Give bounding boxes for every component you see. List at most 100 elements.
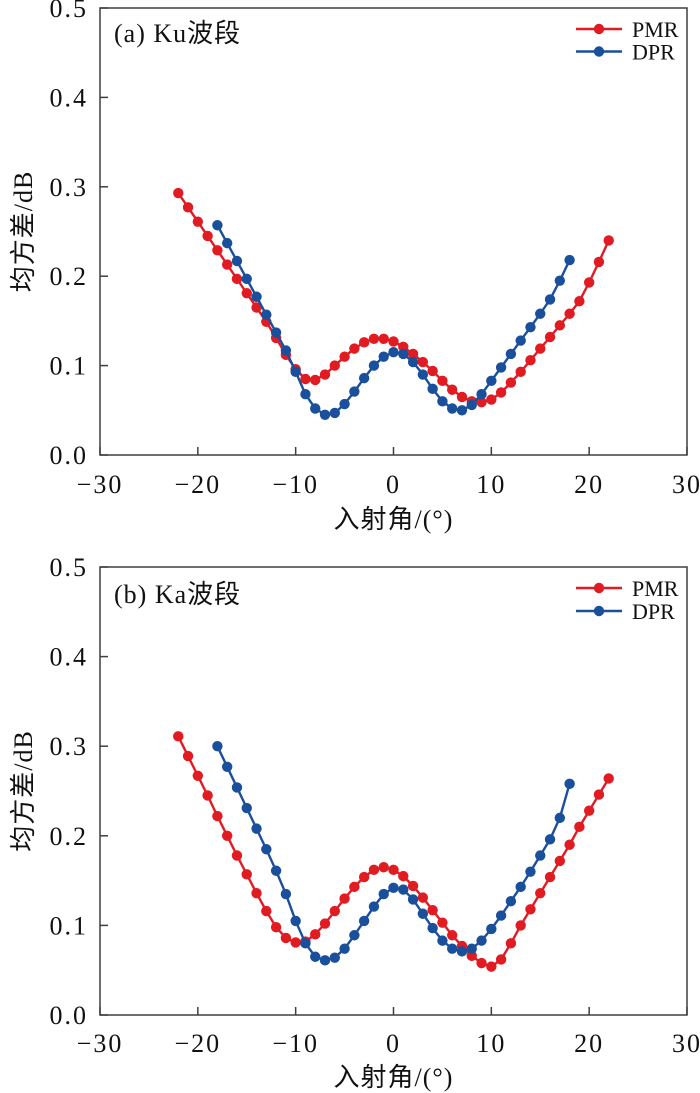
series-PMR-marker <box>544 871 556 883</box>
series-PMR-marker <box>417 356 429 368</box>
series-PMR-marker <box>221 259 233 270</box>
series-PMR-marker <box>476 397 487 408</box>
panel-a: −30 −20 −10 0 10 20 30 0.0 0.1 0.2 0.3 0.4 0.5 入射角/(°… <box>0 0 700 545</box>
series-DPR-marker <box>486 375 497 386</box>
series-PMR-marker <box>593 789 605 800</box>
series-PMR-marker <box>407 880 419 892</box>
series-DPR-marker <box>456 405 468 416</box>
series-DPR-marker <box>280 345 292 356</box>
series-PMR-marker <box>251 302 262 313</box>
series-PMR-marker <box>447 930 458 941</box>
legend-marker-DPR <box>593 46 605 57</box>
x-tick-label: 20 <box>574 470 604 499</box>
series-DPR-marker <box>270 865 282 876</box>
series-DPR-marker <box>261 309 272 320</box>
series-PMR-marker <box>300 373 311 385</box>
series-PMR-marker <box>564 308 575 319</box>
series-DPR-marker <box>407 894 419 905</box>
series-DPR-marker <box>398 348 409 360</box>
series-DPR-marker <box>456 946 468 957</box>
series-PMR-marker <box>339 893 350 904</box>
series-DPR-marker <box>564 254 575 266</box>
legend-marker-DPR <box>593 605 605 617</box>
series-PMR-marker <box>368 864 380 876</box>
series-DPR-marker <box>466 399 477 411</box>
series-DPR-marker <box>447 403 458 414</box>
series-DPR-marker <box>358 915 370 927</box>
series-DPR-marker <box>368 901 380 912</box>
series-PMR-marker <box>182 750 194 762</box>
series-PMR-marker <box>417 892 429 903</box>
x-tick-label: 10 <box>476 1029 506 1058</box>
y-tick-label: 0.2 <box>50 822 89 851</box>
x-axis-title: 入射角/(°) <box>334 1063 454 1092</box>
legend-label-DPR: DPR <box>632 40 675 65</box>
series-DPR-marker <box>515 881 526 893</box>
series-DPR-marker <box>310 403 321 414</box>
series-DPR-marker <box>251 291 262 302</box>
series-DPR-marker <box>486 923 497 935</box>
series-PMR-marker <box>388 864 399 876</box>
y-axis-title: 均方差/dB <box>9 171 38 293</box>
series-DPR-marker <box>251 823 262 834</box>
y-tick-label: 0.4 <box>50 83 89 112</box>
series-DPR-marker <box>221 761 233 773</box>
series-PMR-marker <box>583 805 595 816</box>
x-tick-label: −10 <box>272 470 319 499</box>
series-DPR-marker <box>515 335 526 346</box>
x-tick-label: 0 <box>386 470 401 499</box>
series-PMR-marker <box>212 245 223 256</box>
series-DPR-marker <box>261 844 272 855</box>
series-DPR-marker <box>349 930 360 941</box>
series-DPR-marker <box>231 782 243 793</box>
series-PMR-marker <box>583 277 595 288</box>
series-PMR-marker <box>202 230 213 242</box>
series-PMR-marker <box>603 773 614 784</box>
series-PMR-marker <box>319 369 331 380</box>
series-PMR-marker <box>329 360 340 371</box>
y-tick-label: 0.1 <box>50 352 89 381</box>
series-PMR-marker <box>486 961 497 972</box>
series-PMR-marker <box>231 850 243 861</box>
x-tick-label: −30 <box>77 1029 124 1058</box>
series-DPR-marker <box>339 943 350 954</box>
series-PMR-marker <box>358 871 370 883</box>
series-PMR-marker <box>427 365 438 377</box>
y-tick-label: 0.3 <box>50 173 89 202</box>
series-PMR-marker <box>378 333 389 344</box>
x-tick-label: 10 <box>476 470 506 499</box>
series-DPR-marker <box>310 951 321 962</box>
series-PMR-marker <box>535 343 546 354</box>
series-DPR-marker <box>476 935 487 946</box>
x-tick-label: 30 <box>672 1029 700 1058</box>
series-DPR-marker <box>339 398 350 410</box>
x-tick-label: 20 <box>574 1029 604 1058</box>
series-DPR-marker <box>270 327 282 338</box>
series-DPR-marker <box>525 866 536 877</box>
series-DPR-marker <box>212 741 223 752</box>
series-DPR-marker <box>554 812 566 824</box>
series-DPR-marker <box>388 882 399 893</box>
series-PMR-marker <box>525 904 536 915</box>
series-PMR-markers <box>173 187 614 408</box>
series-PMR-line <box>177 192 610 404</box>
series-PMR-marker <box>447 384 458 395</box>
legend-marker-PMR <box>593 582 605 594</box>
series-PMR-marker <box>574 296 585 307</box>
series-DPR-marker <box>290 915 301 927</box>
series-DPR-marker <box>378 351 389 362</box>
series-DPR-marker <box>544 834 556 845</box>
x-tick-label: −10 <box>272 1029 319 1058</box>
series-DPR-marker <box>290 366 301 378</box>
series-DPR-marker <box>221 237 233 249</box>
series-PMR-marker <box>310 929 321 940</box>
series-DPR-marker <box>437 396 448 407</box>
series-PMR-marker <box>505 938 517 949</box>
series-DPR-marker <box>505 896 517 907</box>
series-DPR-marker <box>329 952 340 963</box>
series-PMR-marker <box>319 918 331 929</box>
series-DPR-marker <box>241 802 252 814</box>
series-DPR-marker <box>427 922 438 934</box>
series-PMR-marker <box>378 861 389 873</box>
